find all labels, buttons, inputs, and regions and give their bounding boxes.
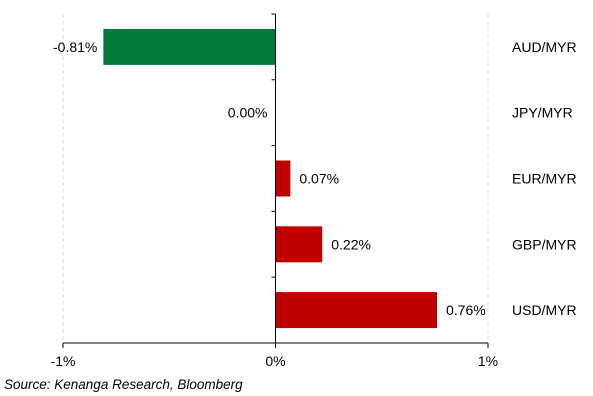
category-label: JPY/MYR <box>512 105 573 121</box>
category-label: GBP/MYR <box>512 236 577 252</box>
value-label: 0.00% <box>228 105 268 121</box>
bars <box>103 28 437 329</box>
gridlines <box>62 14 489 343</box>
category-label: USD/MYR <box>512 302 577 318</box>
value-label: 0.76% <box>446 302 486 318</box>
value-labels: -0.81% 0.00% 0.07% 0.22% 0.76% <box>53 39 486 318</box>
category-labels: AUD/MYR JPY/MYR EUR/MYR GBP/MYR USD/MYR <box>512 39 577 318</box>
category-label: AUD/MYR <box>512 39 577 55</box>
value-label: -0.81% <box>53 39 97 55</box>
bar-eur-myr <box>275 160 291 197</box>
category-label: EUR/MYR <box>512 171 577 187</box>
x-tick-label: 1% <box>478 353 498 369</box>
bar-usd-myr <box>275 292 437 329</box>
value-label: 0.22% <box>331 236 371 252</box>
source-note: Source: Kenanga Research, Bloomberg <box>4 377 243 392</box>
bar-aud-myr <box>103 28 276 65</box>
x-axis: -1% 0% 1% <box>51 13 498 369</box>
value-label: 0.07% <box>299 171 339 187</box>
x-tick-label: -1% <box>51 353 76 369</box>
x-tick-label: 0% <box>265 353 285 369</box>
bar-gbp-myr <box>275 226 323 263</box>
